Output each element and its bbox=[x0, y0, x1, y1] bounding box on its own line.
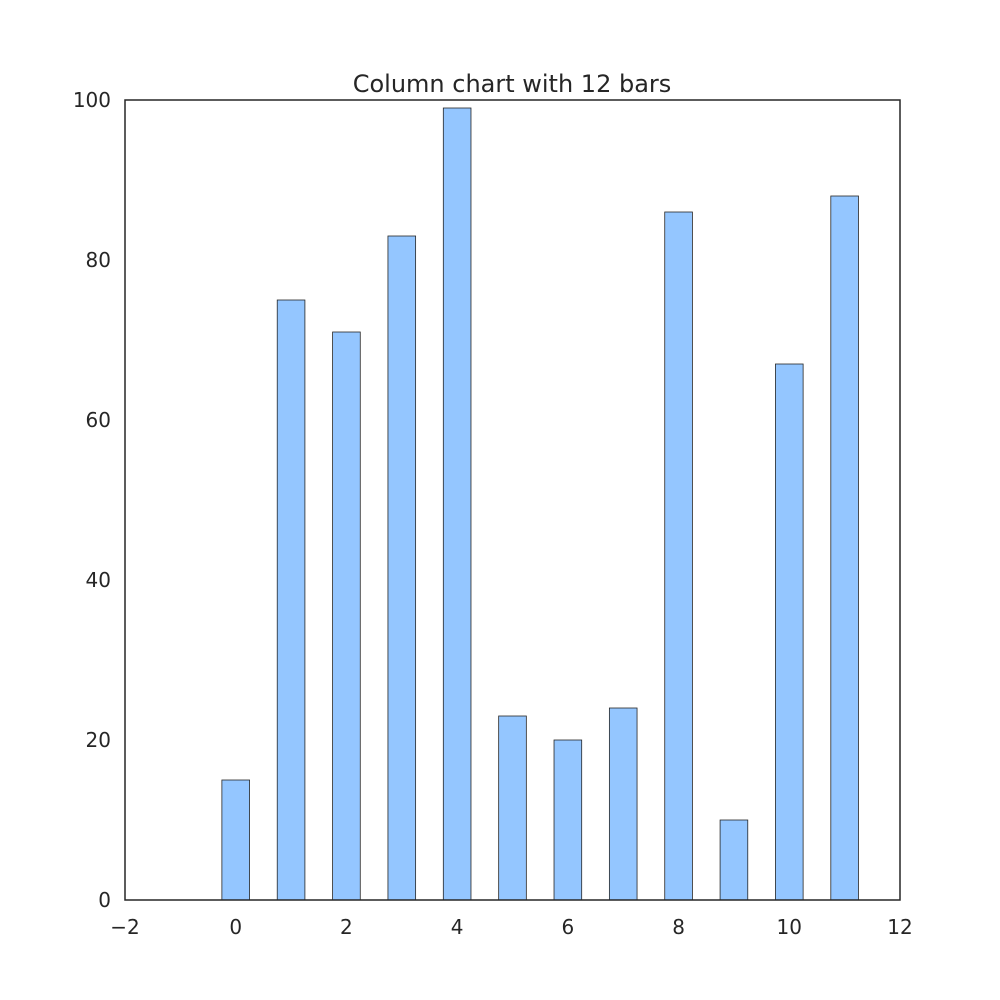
y-tick-label: 60 bbox=[86, 408, 111, 432]
bar-4 bbox=[442, 107, 472, 901]
bar-7 bbox=[608, 707, 638, 901]
bar-5 bbox=[498, 715, 527, 901]
x-tick-label: 6 bbox=[561, 915, 574, 939]
bar-8 bbox=[664, 211, 693, 901]
bar-6 bbox=[553, 739, 583, 901]
x-axis-ticks: −2 0 2 4 6 8 10 12 bbox=[110, 915, 912, 939]
y-tick-label: 80 bbox=[86, 248, 111, 272]
x-tick-label: 12 bbox=[887, 915, 912, 939]
y-tick-label: 20 bbox=[86, 728, 111, 752]
plot-area-frame bbox=[124, 99, 901, 901]
y-tick-label: 40 bbox=[86, 568, 111, 592]
x-tick-label: 2 bbox=[340, 915, 353, 939]
bar-10 bbox=[775, 363, 804, 901]
bar-2 bbox=[332, 331, 361, 901]
bar-9 bbox=[719, 819, 749, 901]
x-tick-label: −2 bbox=[110, 915, 139, 939]
bar-0 bbox=[221, 779, 250, 901]
x-tick-label: 4 bbox=[451, 915, 464, 939]
bar-3 bbox=[387, 235, 417, 901]
bar-11 bbox=[830, 195, 859, 901]
x-tick-label: 10 bbox=[777, 915, 802, 939]
y-axis-ticks: 0 20 40 60 80 100 bbox=[73, 88, 111, 912]
y-tick-label: 100 bbox=[73, 88, 111, 112]
y-tick-label: 0 bbox=[98, 888, 111, 912]
x-tick-label: 8 bbox=[672, 915, 685, 939]
bars-group bbox=[221, 107, 859, 901]
chart-title: Column chart with 12 bars bbox=[353, 70, 672, 98]
bar-1 bbox=[276, 299, 306, 901]
x-tick-label: 0 bbox=[229, 915, 242, 939]
